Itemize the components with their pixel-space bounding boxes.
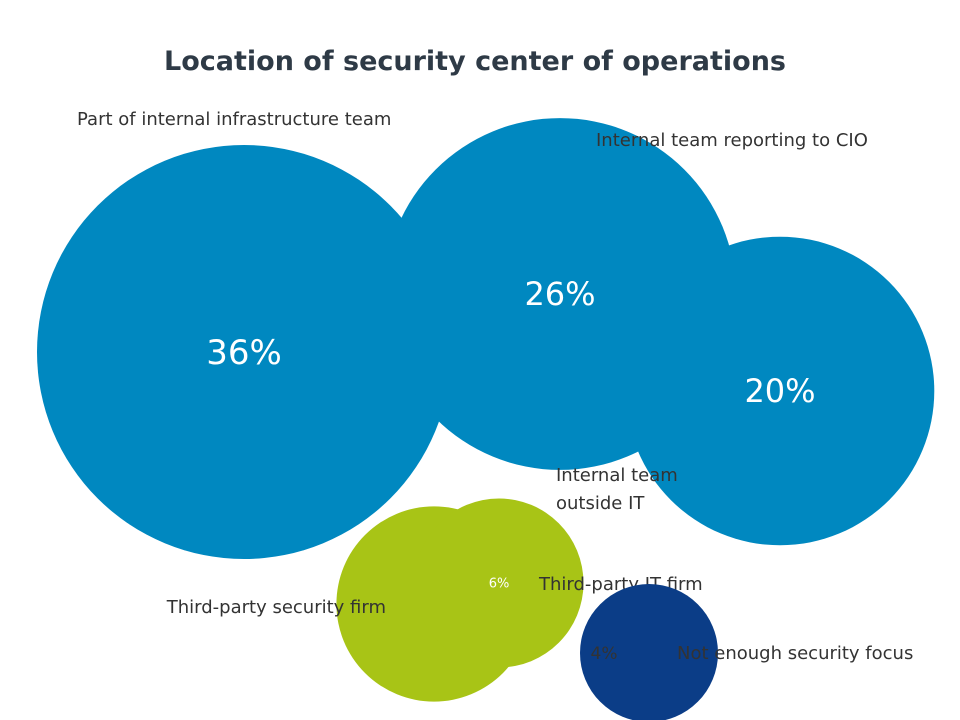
category-label-3-line-1: Internal team <box>556 465 678 486</box>
bubble-5 <box>414 498 584 668</box>
value-label-2: 26% <box>524 275 595 313</box>
value-label-3: 20% <box>744 372 815 410</box>
chart-title: Location of security center of operation… <box>164 46 786 77</box>
value-label-6: 4% <box>591 644 618 664</box>
category-label-4: Third-party security firm <box>166 597 386 618</box>
value-label-1: 36% <box>206 333 282 373</box>
category-label-2: Internal team reporting to CIO <box>596 130 868 151</box>
bubble-3 <box>625 236 935 546</box>
bubble-6 <box>580 584 718 720</box>
category-label-6: Not enough security focus <box>677 643 913 664</box>
bubbles-group: 36% Part of internal infrastructure team 2… <box>37 109 935 720</box>
bubble-1 <box>37 145 451 559</box>
value-label-5: 6% <box>489 577 510 592</box>
category-label-1: Part of internal infrastructure team <box>77 109 391 130</box>
category-label-3-line-2: outside IT <box>556 493 645 514</box>
